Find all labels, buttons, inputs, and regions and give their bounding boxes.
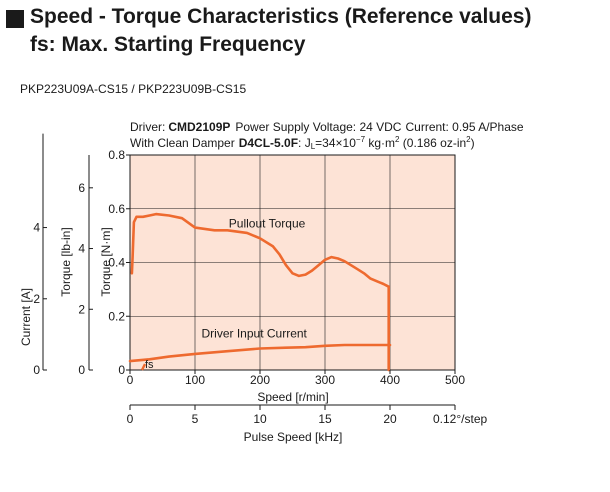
y3-tick-label: 4 [33,221,40,235]
damper-model: D4CL-5.0F [239,136,298,150]
x-tick-label: 300 [315,373,335,387]
y2-tick-label: 0 [78,363,85,377]
x2-tick-label: 10 [253,412,267,426]
label-fs: fs [145,359,154,371]
x-tick-label: 500 [445,373,465,387]
title-bullet-square [6,10,24,28]
y2-tick-label: 6 [78,181,85,195]
y2-tick-label: 4 [78,242,85,256]
x-tick-label: 100 [185,373,205,387]
y-tick-label: 0.4 [108,256,125,270]
labels: Pullout Torque Driver Input Current fs [145,217,308,371]
y-tick-label: 0 [118,363,125,377]
x2-tick-label: 0 [127,412,134,426]
x-tick-label: 200 [250,373,270,387]
y-axis-label: Torque [N·m] [99,227,113,296]
x2-axis-label: Pulse Speed [kHz] [244,430,343,444]
x-tick-label: 400 [380,373,400,387]
driver-model: CMD2109P [168,120,230,134]
y2-axis-label: Torque [lb-in] [59,227,73,296]
x2-tick-label: 20 [383,412,397,426]
y3-tick-label: 0 [33,363,40,377]
y-tick-label: 0.2 [108,309,125,323]
conditions-line-1: Driver: CMD2109P Power Supply Voltage: 24 … [130,120,524,134]
chart-title: Speed - Torque Characteristics (Referenc… [30,5,532,28]
y-tick-label: 0.6 [108,202,125,216]
x-axis-label: Speed [r/min] [257,390,328,404]
axes: 0 0.2 0.4 0.6 0.8 Torque [N·m] 0 2 4 6 Torque [lb-… [19,133,487,444]
series-line-pullout-torque [130,212,391,372]
y3-tick-label: 2 [33,292,40,306]
curves [128,212,392,372]
y-tick-label: 0.8 [108,148,125,162]
series-line-driver-input-current [128,343,392,363]
x2-step-label: 0.12°/step [433,412,487,426]
y3-axis-label: Current [A] [19,288,33,346]
chart-subtitle: fs: Max. Starting Frequency [30,33,306,56]
x2-tick-label: 15 [318,412,332,426]
label-pullout-torque: Pullout Torque [229,217,306,231]
conditions-line-2: With Clean Damper D4CL-5.0F: JL=34×10−7 k… [130,135,475,151]
x-tick-label: 0 [127,373,134,387]
fs-marker [140,363,147,371]
x2-tick-label: 5 [192,412,199,426]
y2-tick-label: 2 [78,302,85,316]
label-driver-input-current: Driver Input Current [202,327,308,341]
model-number: PKP223U09A-CS15 / PKP223U09B-CS15 [20,82,247,96]
